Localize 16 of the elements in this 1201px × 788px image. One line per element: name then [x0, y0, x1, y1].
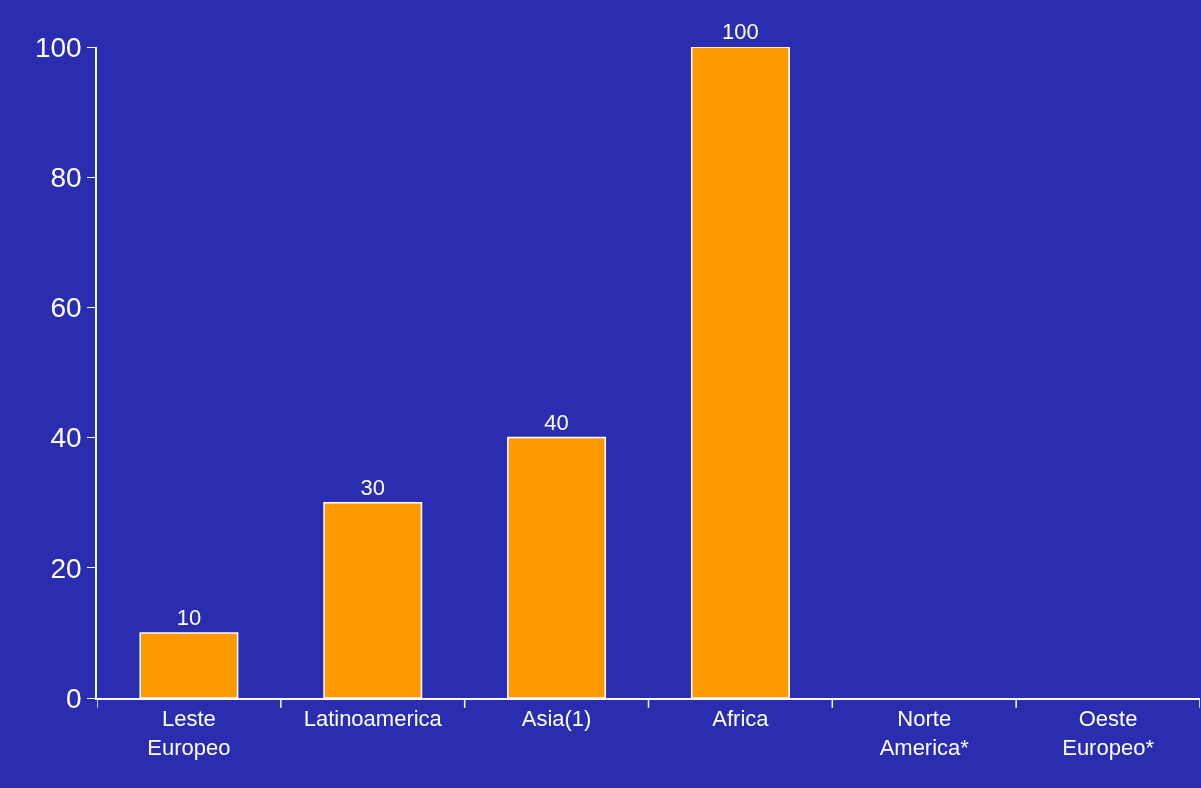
data-label: 30	[360, 474, 385, 500]
x-tick-label: Latinoamerica	[303, 706, 443, 732]
data-label: 100	[722, 19, 759, 44]
y-tick-label: 0	[66, 682, 82, 714]
x-tick-label: Leste Europeo	[147, 706, 231, 760]
data-label: 40	[544, 409, 569, 435]
x-tick-label: Norte America*	[879, 706, 970, 760]
x-tick-label: Oeste Europeo*	[1062, 706, 1155, 760]
x-tick-label: Asia(1)	[521, 706, 592, 732]
y-tick-label: 20	[50, 552, 82, 584]
data-label: 10	[176, 604, 202, 630]
y-tick-label: 40	[50, 422, 82, 454]
y-tick-label: 80	[50, 162, 82, 193]
y-tick-label: 60	[50, 292, 82, 324]
y-tick-label: 100	[34, 31, 82, 63]
x-tick-label: Africa	[712, 706, 770, 732]
